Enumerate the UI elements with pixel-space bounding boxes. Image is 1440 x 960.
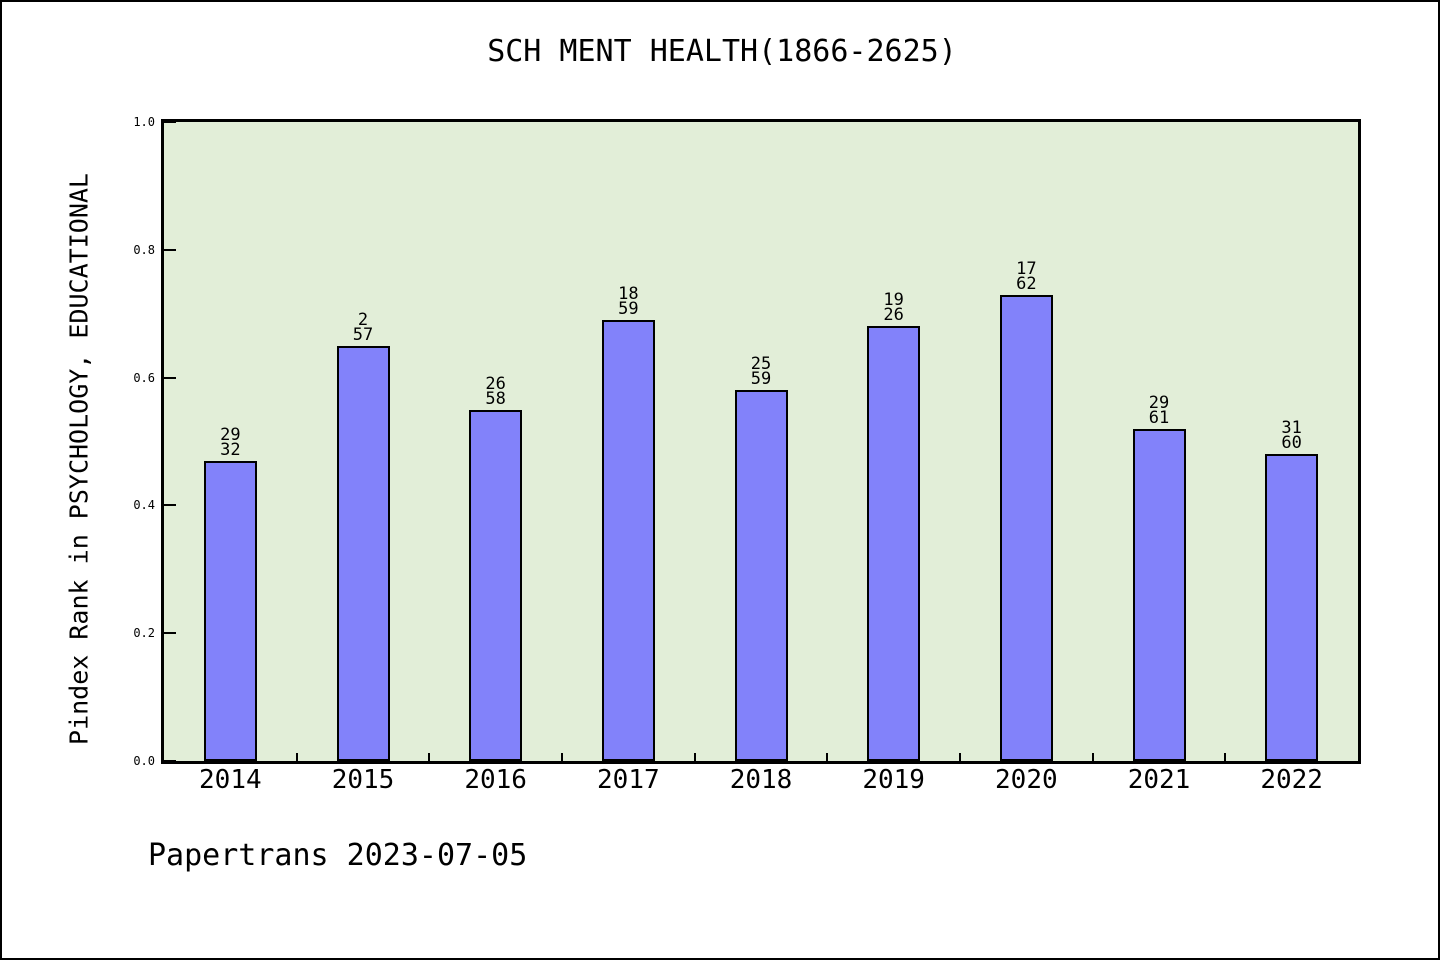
- y-tick-mark: [164, 504, 176, 507]
- x-tick-label-2015: 2015: [331, 765, 395, 795]
- bar-2019: [867, 326, 921, 761]
- y-tick-mark: [164, 760, 176, 762]
- y-tick-label: 1.0: [133, 115, 155, 129]
- bar-label-line1: 31: [1281, 418, 1302, 439]
- bar-2021: [1132, 428, 1186, 761]
- x-minor-tick: [1091, 753, 1094, 761]
- bar-label-line2: 62: [1016, 273, 1037, 294]
- bar-label-2018: 25 59: [706, 354, 816, 390]
- bar-label-line2: 58: [485, 388, 506, 409]
- x-tick-label-2021: 2021: [1127, 765, 1191, 795]
- x-minor-tick: [428, 753, 431, 761]
- bar-label-2015: 2 57: [308, 309, 418, 345]
- bar-2017: [601, 320, 655, 761]
- y-tick-label: 0.2: [133, 626, 155, 641]
- y-tick-label: 0.6: [133, 370, 155, 385]
- x-tick-label-2014: 2014: [199, 765, 262, 795]
- bar-label-2020: 17 62: [971, 258, 1081, 294]
- y-tick-mark: [164, 376, 176, 379]
- bar-label-line1: 26: [485, 373, 506, 394]
- bar-label-line1: 2: [357, 309, 369, 330]
- x-minor-tick: [1224, 753, 1227, 761]
- watermark-text: Papertrans 2023-07-05: [148, 838, 528, 873]
- bar-label-line1: 19: [883, 290, 904, 311]
- bar-label-line2: 60: [1281, 433, 1302, 454]
- y-tick-label: 0.8: [133, 242, 155, 257]
- bar-label-2021: 29 61: [1104, 392, 1214, 428]
- bar-2015: [336, 345, 390, 761]
- bar-label-line2: 59: [618, 299, 639, 320]
- bar-label-2014: 29 32: [175, 424, 285, 460]
- bar-label-line2: 59: [750, 369, 772, 390]
- bar-label-line1: 25: [750, 354, 772, 375]
- x-minor-tick: [561, 753, 563, 761]
- bar-label-line2: 61: [1148, 407, 1170, 428]
- bar-label-line1: 29: [1148, 392, 1170, 413]
- x-tick-label-2019: 2019: [862, 765, 925, 795]
- x-tick-label-2018: 2018: [729, 765, 793, 795]
- bar-label-line1: 29: [220, 424, 241, 445]
- y-tick-label: 0.4: [133, 498, 155, 513]
- bar-2020: [999, 294, 1053, 761]
- x-tick-label-2017: 2017: [597, 765, 660, 795]
- bar-2018: [734, 390, 788, 761]
- bar-2016: [469, 409, 523, 761]
- bar-label-2019: 19 26: [839, 290, 949, 326]
- x-minor-tick: [826, 753, 829, 761]
- y-tick-mark: [164, 121, 176, 123]
- y-tick-label: 0.0: [133, 754, 155, 768]
- x-tick-label-2016: 2016: [464, 765, 527, 795]
- y-tick-mark: [164, 632, 176, 635]
- x-minor-tick: [959, 753, 961, 761]
- bar-label-line2: 32: [220, 439, 241, 460]
- bar-label-2022: 31 60: [1237, 418, 1347, 454]
- x-minor-tick: [295, 753, 298, 761]
- bar-2014: [203, 460, 257, 761]
- bar-label-line2: 57: [352, 324, 374, 345]
- bar-2022: [1265, 454, 1319, 761]
- x-minor-tick: [693, 753, 696, 761]
- bar-label-2016: 26 58: [441, 373, 551, 409]
- bar-label-line1: 18: [618, 284, 639, 305]
- chart-title: SCH MENT HEALTH(1866-2625): [487, 34, 957, 69]
- x-tick-label-2022: 2022: [1260, 765, 1323, 795]
- bar-label-line2: 26: [883, 305, 904, 326]
- x-tick-label-2020: 2020: [995, 765, 1058, 795]
- bar-label-2017: 18 59: [573, 284, 683, 320]
- y-axis-label: Pindex Rank in PSYCHOLOGY, EDUCATIONAL: [64, 173, 94, 745]
- bar-label-line1: 17: [1016, 258, 1037, 279]
- y-tick-mark: [164, 248, 176, 251]
